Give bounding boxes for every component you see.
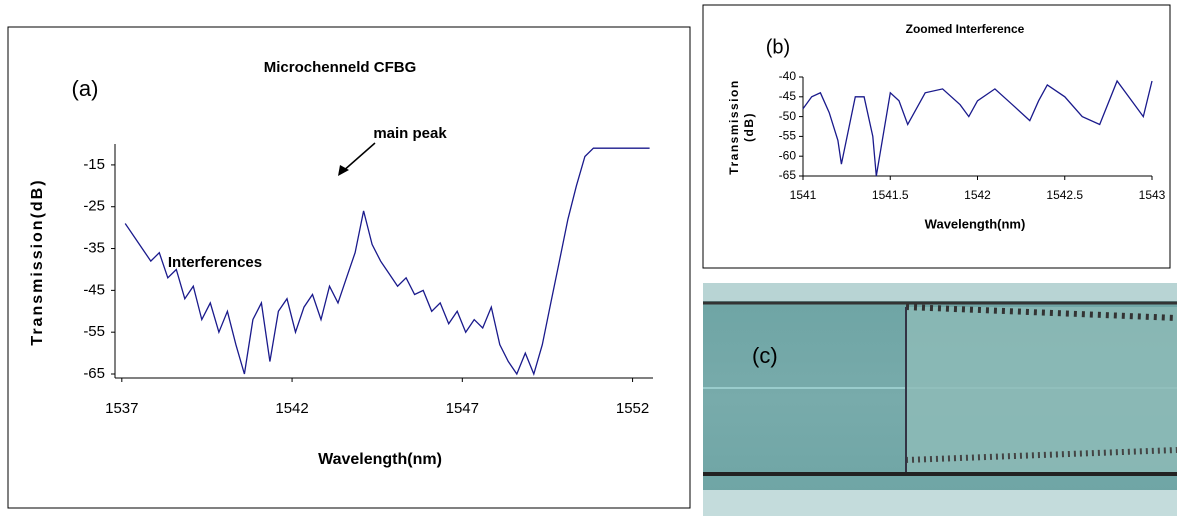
annotation: main peak (373, 125, 447, 142)
x-axis-label: Wavelength(nm) (925, 216, 1026, 231)
panel-label: (a) (72, 76, 99, 101)
data-line (124, 147, 650, 376)
y-tick-label: -45 (779, 89, 797, 103)
data-line (802, 79, 1153, 177)
chart-title: Microchenneld CFBG (264, 59, 417, 76)
channel-texture (905, 304, 1177, 321)
y-axis-label: Transmission(dB) (29, 178, 46, 345)
y-axis-label: Transmission (727, 79, 741, 174)
annotation-arrowhead (338, 165, 349, 176)
y-tick-label: -60 (779, 148, 797, 162)
x-tick-label: 1543 (1139, 188, 1166, 202)
annotation: Interferences (168, 254, 262, 271)
photo-band (703, 283, 1177, 301)
x-tick-label: 1541 (790, 188, 817, 202)
x-tick-label: 1547 (446, 400, 479, 417)
y-axis-label: (dB) (742, 112, 756, 142)
x-tick-label: 1537 (105, 400, 138, 417)
photo-band (703, 490, 1177, 516)
x-axis-label: Wavelength(nm) (318, 451, 442, 468)
channel-region (906, 307, 1177, 472)
y-tick-label: -45 (83, 281, 105, 298)
x-tick-label: 1542.5 (1046, 188, 1083, 202)
x-tick-label: 1552 (616, 400, 649, 417)
panel-a-frame (7, 26, 691, 509)
micrograph: (c) (703, 283, 1177, 516)
y-tick-label: -40 (779, 69, 797, 83)
x-tick-label: 1541.5 (872, 188, 909, 202)
y-tick-label: -35 (83, 240, 105, 257)
annotation-arrow (341, 142, 376, 173)
y-tick-label: -65 (779, 168, 797, 182)
panel-label: (c) (752, 343, 778, 368)
panel-b-frame (702, 4, 1171, 269)
y-tick-label: -65 (83, 365, 105, 382)
x-tick-label: 1542 (964, 188, 991, 202)
panel-label: (b) (766, 36, 790, 58)
y-tick-label: -50 (779, 109, 797, 123)
y-tick-label: -25 (83, 198, 105, 215)
chart-title: Zoomed Interference (906, 22, 1025, 36)
x-tick-label: 1542 (275, 400, 308, 417)
y-tick-label: -55 (83, 323, 105, 340)
y-tick-label: -15 (83, 156, 105, 173)
y-tick-label: -55 (779, 129, 797, 143)
